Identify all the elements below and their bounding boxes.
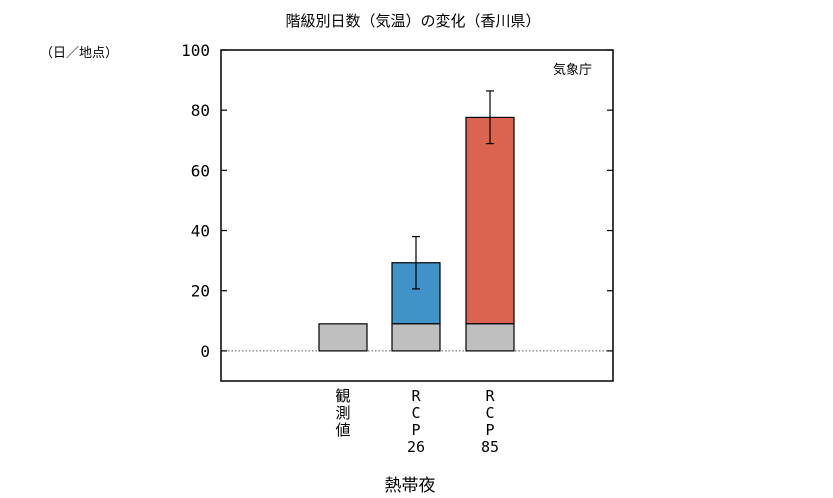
y-tick-label: 0 xyxy=(200,342,210,361)
bar-base xyxy=(318,323,368,352)
chart-title: 階級別日数（気温）の変化（香川県） xyxy=(285,12,540,30)
y-tick-label: 40 xyxy=(191,222,210,241)
category-label: 測 xyxy=(335,404,350,422)
bar-base xyxy=(391,323,441,352)
category-label: C xyxy=(485,404,494,422)
category-label: P xyxy=(485,421,494,439)
category-label: 85 xyxy=(481,438,499,456)
category-label: R xyxy=(485,387,495,405)
category-label: C xyxy=(411,404,420,422)
unit-label: （日／地点） xyxy=(40,46,118,61)
source-label: 気象庁 xyxy=(553,62,592,78)
plot-frame xyxy=(220,49,614,382)
category-label: 26 xyxy=(407,438,425,456)
y-tick-label: 60 xyxy=(191,161,210,180)
bar-base xyxy=(465,323,515,352)
x-axis-label: 熱帯夜 xyxy=(385,476,436,496)
category-label: 値 xyxy=(335,421,350,439)
y-tick-label: 20 xyxy=(191,282,210,301)
y-tick-label: 80 xyxy=(191,101,210,120)
category-label: R xyxy=(411,387,421,405)
y-tick-label: 100 xyxy=(181,41,210,60)
category-label: 観 xyxy=(335,387,350,405)
bar-increase xyxy=(465,116,515,325)
category-label: P xyxy=(411,421,420,439)
